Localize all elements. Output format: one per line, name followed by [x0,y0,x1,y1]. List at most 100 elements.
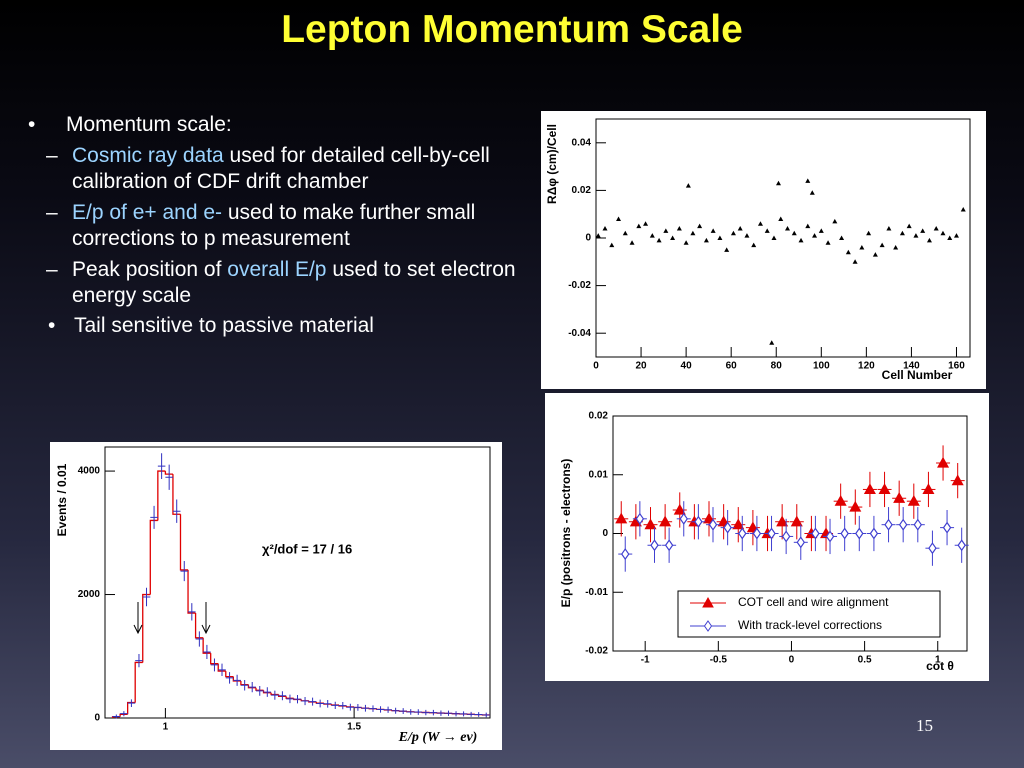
point [886,225,892,231]
point [879,242,885,248]
data-point [233,674,241,686]
histogram-bin [240,680,249,686]
point [866,230,872,236]
histogram-bin [210,653,219,665]
marker [957,539,966,552]
x-tick-label: 100 [813,361,830,372]
plot-frame [104,446,491,719]
data-point [444,710,453,716]
marker [922,483,935,495]
data-point [286,694,294,704]
point [953,233,959,238]
marker [664,539,674,552]
point [616,216,622,221]
point [920,228,926,233]
marker [937,456,950,468]
arrow [133,602,143,635]
point [933,225,939,231]
histogram-bin [187,569,196,614]
point [791,230,797,236]
point [798,237,804,243]
marker [811,527,820,540]
point [690,230,696,236]
marker [650,539,659,552]
data-point [240,680,249,691]
data-point [452,711,460,717]
point [683,240,689,245]
marker [840,527,849,540]
histogram-bin [179,514,189,571]
histogram-bin [157,470,166,521]
legend-label: With track-level corrections [738,618,882,632]
marker [644,518,657,530]
data-point [399,708,407,715]
data-point [248,681,256,693]
bullet-list: Momentum scale: Cosmic ray data used for … [28,112,528,339]
data-point [150,505,158,529]
histogram-bin [202,637,211,654]
x-tick-label: -0.5 [710,655,728,666]
marker [928,542,937,555]
y-tick-label: 0 [94,713,100,724]
marker [723,521,732,534]
data-point [467,711,475,717]
point [670,235,676,240]
slide-title: Lepton Momentum Scale [281,8,743,51]
data-point [127,699,136,708]
chart-panel [50,442,502,750]
point [717,235,723,240]
marker [635,512,645,525]
data-point [112,714,121,719]
chart: 0.04 0.02 0 -0.02 -0.04 0 20 40 60 80 100 120 140 160… [541,111,986,389]
highlight-text: Cosmic ray data [72,144,224,167]
x-tick-label: 1.5 [347,722,361,733]
marker [869,527,879,540]
y-tick-label: -0.02 [568,280,591,291]
point [809,190,815,195]
point [757,221,763,226]
point [845,249,851,255]
point [872,252,878,257]
marker [893,492,906,503]
legend-marker [702,596,714,608]
data-point [165,464,173,490]
point [649,233,655,238]
marker [878,483,891,495]
x-tick-label: 0 [789,655,795,666]
marker [752,527,762,540]
point [769,340,775,345]
x-tick-label: 60 [726,361,738,372]
data-point [422,709,430,716]
point [913,233,919,238]
histogram-bin [225,671,234,678]
highlight-text: E/p of e+ and e- [72,201,223,224]
marker [849,500,862,512]
histogram-bin [172,474,181,515]
marker [907,494,920,506]
marker [738,527,747,540]
marker [615,512,628,524]
annotation: χ²/dof = 17 / 16 [262,541,352,556]
point [676,225,682,231]
x-axis-label: Cell Number [882,368,953,382]
y-tick-label: 2000 [78,589,101,600]
marker [790,515,803,527]
histogram-bin [285,696,294,699]
page-number: 15 [916,716,933,735]
histogram-bin [149,519,158,595]
y-tick-label: 0 [585,233,591,244]
point [859,245,865,250]
histogram-bin [164,471,173,475]
data-point [278,691,287,701]
y-tick-label: -0.04 [568,328,591,339]
data-point [210,658,219,672]
data-point [218,663,226,677]
point [602,225,608,231]
marker [694,515,703,528]
data-point [308,697,317,706]
y-tick-label: -0.02 [585,646,608,657]
point [805,178,811,183]
data-point [172,499,181,523]
marker [746,521,759,533]
marker [796,536,806,549]
